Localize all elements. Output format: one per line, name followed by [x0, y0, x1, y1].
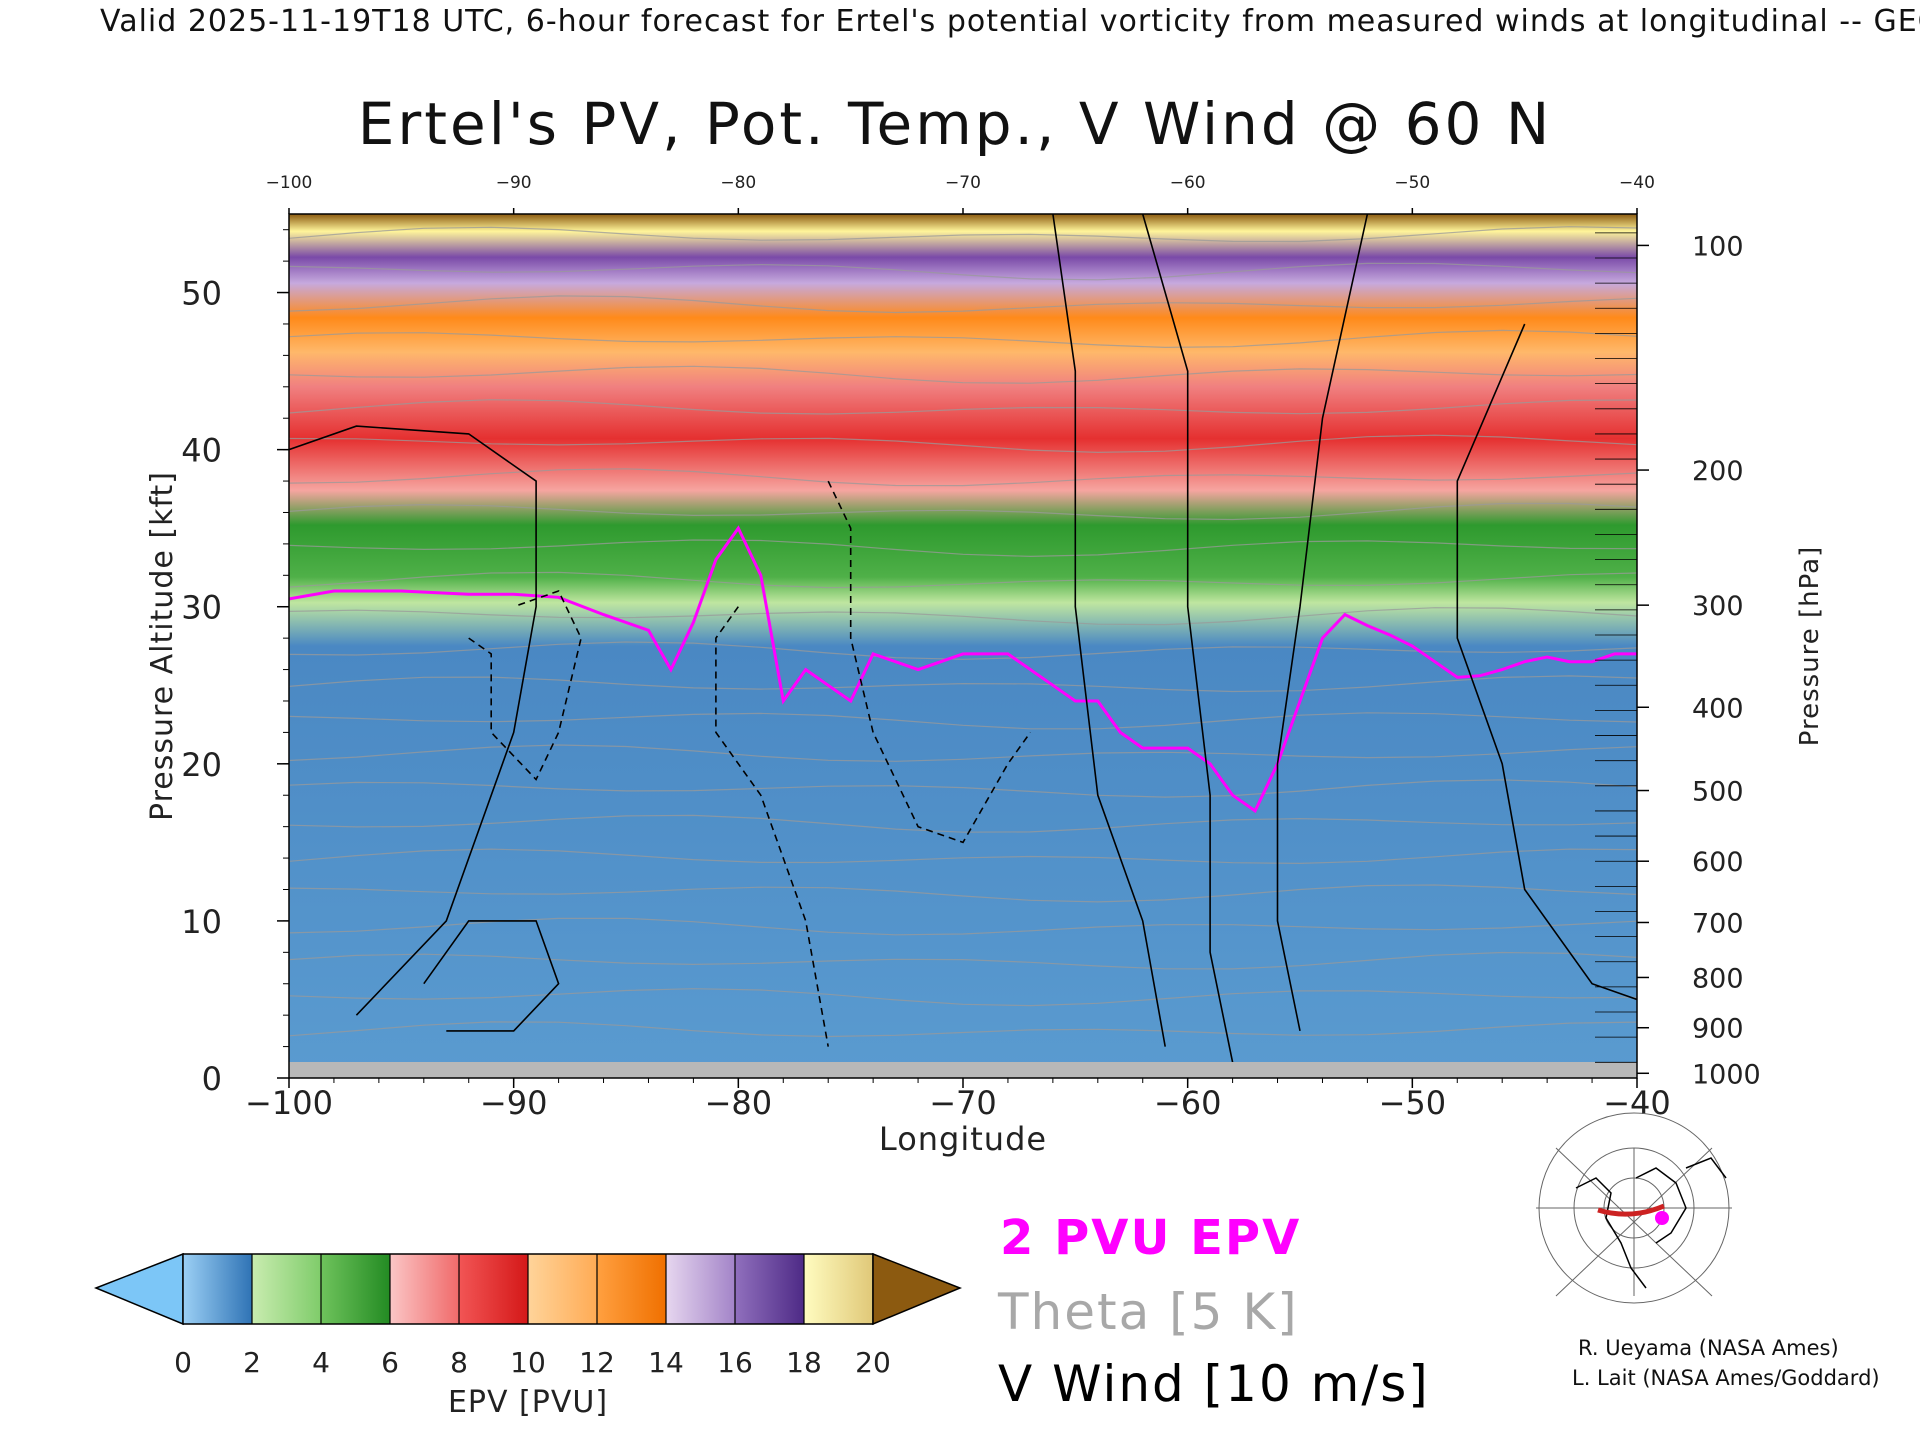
colorbar-tick-label: 8	[450, 1346, 468, 1379]
pressure-tick-label: 1000	[1692, 1059, 1761, 1090]
polar-stereographic-map-icon	[1536, 1112, 1732, 1304]
vwind-contour-positive	[1141, 214, 1234, 1063]
y-tick-label: 30	[181, 589, 222, 627]
theta-contours	[289, 226, 1637, 1038]
colorbar-tick-label: 2	[243, 1346, 261, 1379]
theta-contour	[289, 951, 1637, 970]
theta-contour	[289, 712, 1637, 730]
theta-contour	[289, 365, 1637, 384]
x-tick-label: −70	[929, 1084, 997, 1122]
x-tick-label-top: −80	[720, 173, 756, 193]
theta-contour	[289, 744, 1637, 762]
pv-field	[289, 214, 1637, 1078]
vwind-contours	[289, 214, 1637, 1063]
valid-time-line: Valid 2025-11-19T18 UTC, 6-hour forecast…	[100, 4, 1920, 39]
vwind-contour-positive	[1052, 214, 1166, 1047]
y-tick-label: 20	[181, 746, 222, 784]
x-tick-label-top: −100	[266, 173, 313, 193]
x-tick-label-top: −60	[1170, 173, 1206, 193]
theta-contour	[289, 1021, 1637, 1038]
pressure-tick-label: 700	[1692, 908, 1744, 939]
legend-epv: 2 PVU EPV	[1000, 1210, 1302, 1266]
x-tick-label-top: −40	[1619, 173, 1655, 193]
vwind-contour-positive	[423, 920, 560, 1032]
colorbar-tick-label: 4	[312, 1346, 330, 1379]
y-axis-label-right: Pressure [hPa]	[1795, 546, 1825, 747]
credit-author-1: R. Ueyama (NASA Ames)	[1578, 1336, 1839, 1360]
colorbar-tick-label: 12	[579, 1346, 615, 1379]
y-tick-label: 40	[181, 432, 222, 470]
vwind-contour-positive	[289, 425, 537, 1016]
x-tick-label: −80	[705, 1084, 773, 1122]
theta-contour	[289, 571, 1637, 589]
colorbar-tick-label: 16	[717, 1346, 753, 1379]
chart-title: Ertel's PV, Pot. Temp., V Wind @ 60 N	[357, 90, 1553, 158]
theta-contour	[289, 884, 1637, 903]
legend-vwind: V Wind [10 m/s]	[998, 1355, 1430, 1413]
theta-contour	[289, 675, 1637, 693]
vwind-contour-negative	[715, 606, 829, 1047]
pressure-tick-label: 500	[1692, 777, 1744, 808]
pressure-tick-label: 200	[1692, 456, 1744, 487]
theta-contour	[289, 848, 1637, 865]
theta-contour	[289, 295, 1637, 314]
theta-contour	[289, 641, 1637, 660]
x-tick-label: −100	[245, 1084, 333, 1122]
theta-contour	[289, 988, 1637, 1007]
vwind-contour-positive	[1276, 214, 1369, 1032]
theta-contour	[289, 329, 1637, 349]
x-tick-label-top: −90	[496, 173, 532, 193]
colorbar-label: EPV [PVU]	[448, 1385, 608, 1420]
theta-contour	[289, 468, 1637, 487]
theta-contour	[289, 434, 1637, 454]
section-marker	[1655, 1211, 1669, 1225]
terrain-mask	[289, 1062, 1637, 1078]
credit-author-2: L. Lait (NASA Ames/Goddard)	[1572, 1366, 1880, 1390]
x-tick-label-top: −70	[945, 173, 981, 193]
vwind-contour-positive	[1456, 323, 1637, 1001]
colorbar-tick-label: 6	[381, 1346, 399, 1379]
x-tick-label: −60	[1154, 1084, 1222, 1122]
x-tick-label-top: −50	[1394, 173, 1430, 193]
pressure-tick-label: 600	[1692, 847, 1744, 878]
y-axis-label-left: Pressure Altitude [kft]	[145, 471, 180, 821]
colorbar: 0 2 4 6 8 10 12 14 16 18 20 EPV [PVU]	[93, 1252, 963, 1420]
y-tick-label: 0	[202, 1060, 222, 1098]
theta-contour	[289, 399, 1637, 415]
x-axis-label: Longitude	[879, 1120, 1047, 1158]
legend-theta: Theta [5 K]	[998, 1283, 1299, 1341]
vwind-contour-negative	[468, 590, 582, 781]
theta-contour	[289, 539, 1637, 558]
colorbar-tick-label: 0	[174, 1346, 192, 1379]
epv-2pvu-contour	[289, 525, 1637, 814]
theta-contour	[289, 779, 1637, 798]
section-line	[1597, 1203, 1665, 1217]
y-tick-label: 50	[181, 275, 222, 313]
pressure-tick-label: 900	[1692, 1014, 1744, 1045]
colorbar-high-arrow	[872, 1252, 963, 1326]
theta-contour	[289, 502, 1637, 521]
pressure-tick-label: 400	[1692, 693, 1744, 724]
colorbar-tick-label: 20	[855, 1346, 891, 1379]
x-tick-label: −40	[1603, 1084, 1671, 1122]
pressure-tick-label: 800	[1692, 963, 1744, 994]
axes: −100 −100 −90 −90 −80 −80 −70 −70 −60 −60 −50 −50 −4…	[145, 173, 1825, 1158]
colorbar-low-arrow	[93, 1252, 184, 1326]
theta-contour	[289, 814, 1637, 833]
pressure-tick-label: 100	[1692, 231, 1744, 262]
colorbar-tick-label: 14	[648, 1346, 684, 1379]
vwind-contour-negative	[827, 480, 1032, 844]
colorbar-tick-label: 18	[786, 1346, 822, 1379]
plot-area	[289, 214, 1637, 1078]
theta-contour	[289, 607, 1637, 626]
theta-contour	[289, 226, 1637, 243]
pressure-tick-label: 300	[1692, 591, 1744, 622]
theta-contour	[289, 262, 1637, 281]
colorbar-tick-label: 10	[510, 1346, 546, 1379]
x-tick-label: −50	[1379, 1084, 1447, 1122]
x-tick-label: −90	[480, 1084, 548, 1122]
y-tick-label: 10	[181, 903, 222, 941]
